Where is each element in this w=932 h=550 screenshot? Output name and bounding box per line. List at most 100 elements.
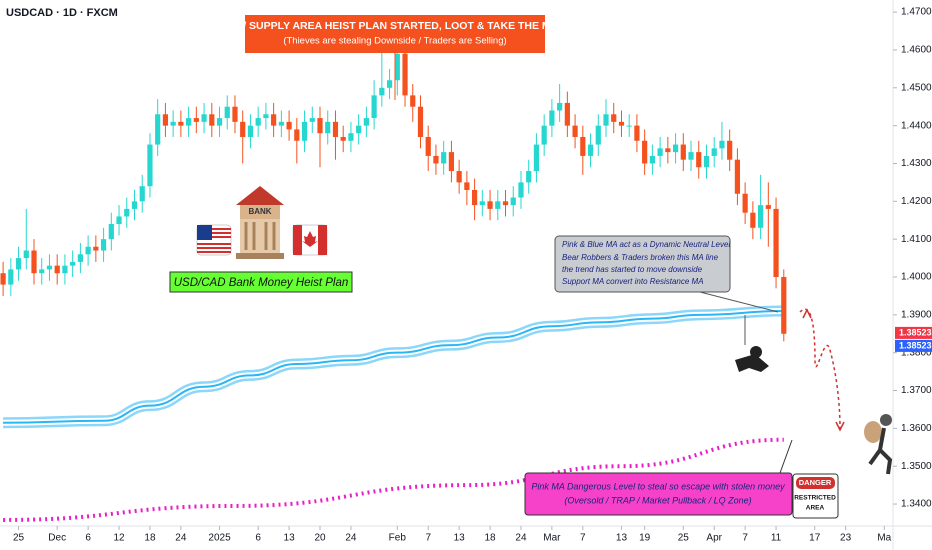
axes: 1.34000 1.35000 1.36000 1.37000 1.38000 1.390… bbox=[13, 7, 932, 544]
candle-body bbox=[502, 201, 509, 206]
y-tick-label: 1.40000 bbox=[901, 272, 932, 283]
candle-body bbox=[332, 121, 339, 137]
x-tick-label: 24 bbox=[515, 533, 527, 544]
candle-body bbox=[263, 114, 269, 119]
top-annotation-line: (Thieves are stealing Downside / Traders… bbox=[283, 36, 506, 47]
candle-body bbox=[580, 136, 586, 156]
plot bbox=[0, 42, 787, 522]
candle-body bbox=[363, 118, 369, 126]
pink-note-box bbox=[524, 472, 793, 516]
x-tick-label: Dec bbox=[48, 533, 66, 544]
candle-body bbox=[471, 189, 478, 206]
y-tick-label: 1.43000 bbox=[901, 158, 932, 169]
candle-body bbox=[23, 250, 29, 259]
danger-label: DANGER bbox=[799, 478, 832, 487]
candle-body bbox=[518, 182, 524, 198]
candle-body bbox=[510, 197, 516, 206]
x-tick-label: 7 bbox=[425, 533, 431, 544]
candle-body bbox=[634, 125, 640, 141]
top-annotation-line: DUMP / SUPPLY AREA HEIST PLAN STARTED, L… bbox=[210, 20, 581, 32]
x-tick-label: 13 bbox=[284, 533, 296, 544]
escape-arrowhead bbox=[802, 308, 812, 319]
top-annotation-box bbox=[245, 15, 545, 53]
candle-body bbox=[448, 152, 455, 172]
candle-body bbox=[526, 171, 532, 183]
candle-body bbox=[186, 118, 192, 126]
candle-body bbox=[216, 118, 223, 126]
x-tick-label: 25 bbox=[13, 533, 25, 544]
pink-note-pointer bbox=[779, 439, 793, 474]
y-tick-label: 1.41000 bbox=[901, 234, 932, 245]
x-tick-label: 7 bbox=[742, 533, 748, 544]
ma-note-line: Bear Robbers & Traders broken this MA li… bbox=[562, 253, 719, 262]
candle-body bbox=[247, 125, 254, 137]
candle-body bbox=[557, 102, 563, 111]
candle-body bbox=[108, 224, 114, 240]
candle-body bbox=[773, 208, 779, 278]
candle-body bbox=[649, 155, 655, 164]
x-tick-label: 13 bbox=[454, 533, 466, 544]
escape-arrowhead bbox=[835, 421, 845, 432]
y-tick-label: 1.36000 bbox=[901, 423, 932, 434]
y-tick-label: 1.45000 bbox=[901, 82, 932, 93]
candle-body bbox=[727, 140, 733, 160]
x-tick-label: 6 bbox=[255, 533, 261, 544]
candle-body bbox=[93, 246, 99, 251]
candle-body bbox=[541, 125, 547, 145]
candle-body bbox=[587, 144, 594, 156]
candle-body bbox=[549, 110, 555, 126]
candle-body bbox=[178, 121, 184, 126]
candle-body bbox=[410, 95, 416, 107]
candle-body bbox=[309, 118, 315, 122]
money-bag bbox=[864, 421, 882, 443]
runner-head bbox=[880, 414, 892, 426]
plan-box bbox=[169, 271, 353, 293]
candle-body bbox=[487, 201, 493, 209]
price-label: 1.38523 bbox=[899, 327, 932, 337]
y-tick-label: 1.47000 bbox=[901, 7, 932, 18]
x-tick-label: Feb bbox=[389, 533, 407, 544]
candle-body bbox=[46, 265, 53, 270]
thief-body bbox=[735, 354, 769, 372]
candle-body bbox=[70, 261, 76, 266]
x-tick-label: 13 bbox=[616, 533, 628, 544]
ma-note-line: Pink & Blue MA act as a Dynamic Neutral … bbox=[562, 240, 730, 249]
price-label-box bbox=[895, 326, 932, 339]
candle-body bbox=[781, 277, 787, 334]
candle-body bbox=[54, 265, 60, 274]
y-tick-label: 1.37000 bbox=[901, 385, 932, 396]
candle-body bbox=[116, 216, 122, 225]
candle-body bbox=[162, 114, 169, 126]
y-tick-label: 1.44000 bbox=[901, 120, 932, 131]
ma-note-pointer bbox=[699, 291, 779, 313]
candle-body bbox=[642, 140, 648, 164]
candle-body bbox=[147, 144, 153, 187]
candle-body bbox=[340, 136, 346, 141]
candle-body bbox=[711, 148, 717, 156]
plan-label: USD/CAD Bank Money Heist Plan bbox=[174, 277, 348, 289]
y-tick-label: 1.46000 bbox=[901, 45, 932, 56]
us-flag-stripes bbox=[197, 228, 231, 253]
candle-body bbox=[703, 155, 710, 168]
us-flag-canton bbox=[197, 225, 212, 240]
candle-body bbox=[425, 136, 431, 156]
candle-body bbox=[456, 171, 462, 183]
x-tick-label: 24 bbox=[175, 533, 187, 544]
candle-body bbox=[201, 114, 207, 122]
x-tick-label: Ma bbox=[877, 533, 891, 544]
candle-body bbox=[441, 152, 447, 164]
candle-body bbox=[719, 140, 725, 149]
candle-body bbox=[688, 152, 694, 160]
candle-body bbox=[750, 212, 756, 228]
runner-body bbox=[868, 427, 893, 475]
candle-body bbox=[15, 258, 22, 270]
bank-sign bbox=[240, 205, 280, 219]
x-tick-label: 18 bbox=[144, 533, 156, 544]
x-tick-label: Mar bbox=[543, 533, 561, 544]
candle-body bbox=[572, 125, 578, 137]
candle-body bbox=[139, 186, 145, 202]
candle-body bbox=[564, 102, 570, 126]
candle-body bbox=[131, 201, 138, 209]
